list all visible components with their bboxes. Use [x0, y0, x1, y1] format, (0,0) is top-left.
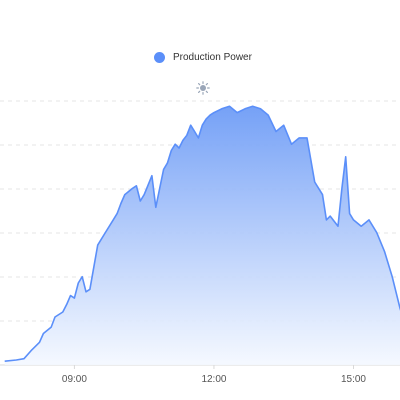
x-tick-label: 12:00: [201, 374, 226, 385]
series-area: [4, 106, 400, 365]
legend-label: Production Power: [173, 52, 252, 63]
sun-icon: [196, 81, 210, 95]
x-tick-label: 15:00: [341, 374, 366, 385]
series-line[interactable]: [4, 105, 400, 362]
x-tick-label: 09:00: [62, 374, 87, 385]
legend-marker: [154, 52, 165, 63]
legend[interactable]: Production Power: [154, 52, 252, 63]
